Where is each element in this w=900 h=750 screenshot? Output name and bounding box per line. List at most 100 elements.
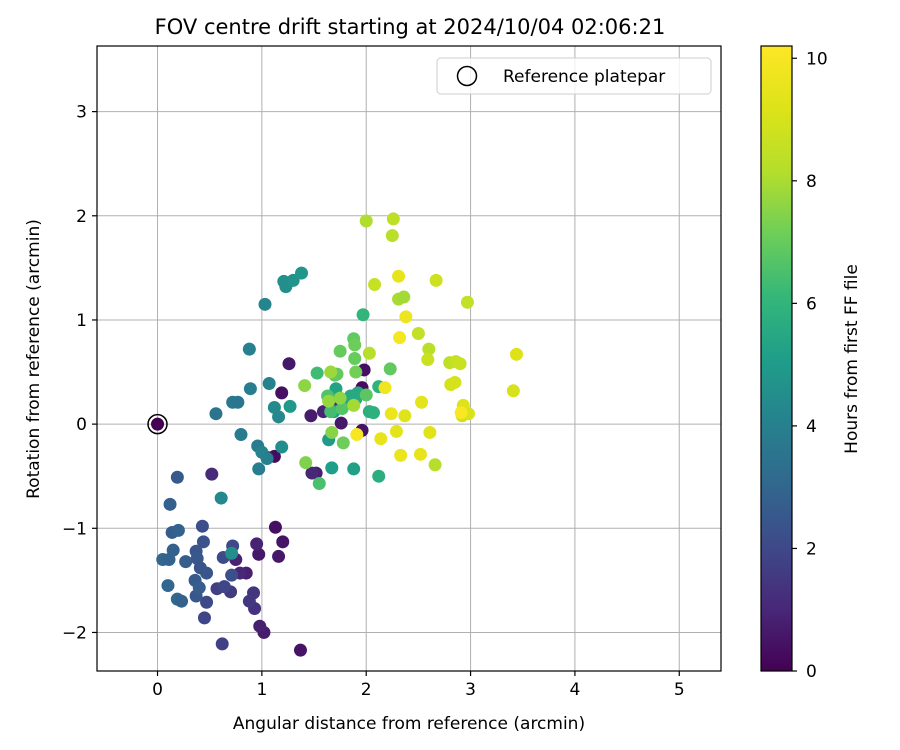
data-point bbox=[359, 214, 373, 228]
data-point bbox=[397, 290, 411, 304]
data-point bbox=[225, 546, 239, 560]
x-tick-label: 2 bbox=[361, 680, 372, 700]
data-point bbox=[325, 425, 339, 439]
data-point bbox=[214, 491, 228, 505]
data-point bbox=[347, 462, 361, 476]
data-point bbox=[234, 428, 248, 442]
data-points bbox=[156, 212, 523, 657]
data-point bbox=[250, 537, 264, 551]
colorbar: 0 2 4 6 8 10 Hours from first FF file bbox=[760, 45, 862, 682]
data-point bbox=[242, 342, 256, 356]
data-point bbox=[356, 308, 370, 322]
data-point bbox=[170, 470, 184, 484]
data-point bbox=[282, 357, 296, 371]
colorbar-tick-label: 6 bbox=[806, 294, 817, 314]
data-point bbox=[298, 379, 312, 393]
data-point bbox=[362, 346, 376, 360]
data-point bbox=[312, 477, 326, 490]
data-point bbox=[454, 406, 468, 420]
data-point bbox=[385, 229, 399, 243]
data-point bbox=[163, 497, 177, 511]
data-point bbox=[415, 395, 429, 409]
data-point bbox=[175, 594, 189, 608]
data-point bbox=[272, 410, 286, 424]
data-point bbox=[275, 386, 289, 400]
data-point bbox=[200, 595, 214, 609]
data-point bbox=[348, 352, 362, 365]
reference-point-fill bbox=[151, 417, 165, 431]
data-point bbox=[243, 382, 257, 396]
colorbar-ticks: 0 2 4 6 8 10 bbox=[792, 49, 828, 682]
data-point bbox=[422, 342, 436, 356]
data-point bbox=[374, 432, 388, 446]
data-point bbox=[509, 347, 523, 361]
data-point bbox=[506, 384, 520, 398]
legend-entry-label: Reference platepar bbox=[503, 67, 665, 87]
data-point bbox=[398, 409, 412, 423]
colorbar-tick-label: 2 bbox=[806, 539, 817, 559]
data-point bbox=[350, 428, 364, 442]
data-point bbox=[293, 643, 307, 657]
data-point bbox=[460, 295, 474, 309]
data-point bbox=[209, 407, 223, 421]
data-point bbox=[215, 637, 229, 651]
legend-box bbox=[436, 57, 712, 95]
data-point bbox=[325, 461, 339, 475]
data-point bbox=[286, 273, 300, 287]
data-point bbox=[299, 456, 313, 470]
data-point bbox=[192, 581, 206, 595]
data-point bbox=[334, 416, 348, 430]
colorbar-tick-label: 0 bbox=[806, 662, 817, 682]
y-axis-ticks: −2 −1 0 1 2 3 bbox=[62, 103, 97, 643]
data-point bbox=[260, 452, 274, 465]
data-point bbox=[347, 398, 361, 412]
y-tick-label: 1 bbox=[76, 311, 87, 331]
data-point bbox=[197, 611, 211, 625]
data-point bbox=[411, 327, 425, 340]
colorbar-tick-label: 8 bbox=[806, 172, 817, 192]
data-point bbox=[448, 375, 462, 389]
data-point bbox=[272, 549, 286, 563]
data-point bbox=[295, 266, 309, 280]
data-point bbox=[383, 362, 397, 376]
data-point bbox=[310, 366, 324, 380]
data-point bbox=[196, 535, 210, 549]
x-axis-label: Angular distance from reference (arcmin) bbox=[233, 714, 585, 734]
data-point bbox=[429, 273, 443, 287]
y-tick-label: −1 bbox=[62, 519, 87, 539]
x-tick-label: 5 bbox=[674, 680, 685, 700]
y-axis-label: Rotation from reference (arcmin) bbox=[24, 219, 44, 499]
data-point bbox=[258, 297, 272, 311]
x-tick-label: 0 bbox=[152, 680, 163, 700]
colorbar-gradient bbox=[760, 45, 793, 672]
data-point bbox=[231, 395, 245, 409]
data-point bbox=[162, 553, 176, 567]
data-point bbox=[413, 447, 427, 461]
data-point bbox=[242, 594, 256, 608]
data-point bbox=[276, 535, 290, 549]
data-point bbox=[421, 353, 435, 367]
x-tick-label: 3 bbox=[465, 680, 476, 700]
data-point bbox=[225, 568, 239, 582]
data-point bbox=[428, 458, 442, 472]
data-point bbox=[324, 405, 338, 419]
colorbar-tick-label: 4 bbox=[806, 417, 817, 437]
data-point bbox=[333, 344, 347, 358]
data-point bbox=[268, 520, 282, 534]
x-tick-label: 1 bbox=[256, 680, 267, 700]
data-point bbox=[336, 436, 350, 450]
data-point bbox=[262, 377, 276, 390]
data-point bbox=[359, 388, 373, 402]
x-tick-label: 4 bbox=[569, 680, 580, 700]
data-point bbox=[423, 425, 437, 439]
data-point bbox=[217, 580, 231, 594]
data-point bbox=[283, 399, 297, 413]
legend-reference-marker bbox=[456, 65, 478, 87]
colorbar-label: Hours from first FF file bbox=[842, 264, 862, 454]
data-point bbox=[378, 381, 392, 395]
data-point bbox=[368, 278, 382, 292]
legend: Reference platepar bbox=[436, 57, 712, 95]
data-point bbox=[453, 357, 467, 371]
